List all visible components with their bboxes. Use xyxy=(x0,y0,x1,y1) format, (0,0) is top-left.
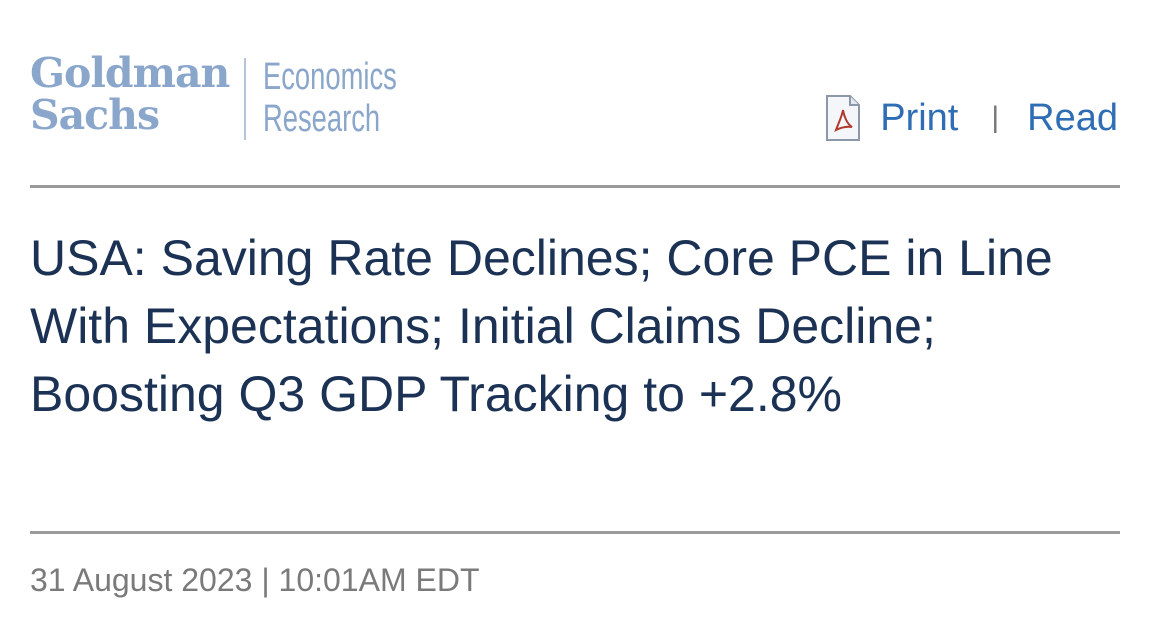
goldman-sachs-logo: Goldman Sachs xyxy=(30,49,230,139)
title-divider xyxy=(30,531,1120,534)
logo-unit-line1: Economics xyxy=(263,56,397,98)
read-link[interactable]: Read xyxy=(1027,97,1118,139)
logo-brand-line1: Goldman xyxy=(30,49,230,97)
report-actions: Print | Read xyxy=(824,88,1118,148)
link-separator: | xyxy=(991,101,1000,134)
logo-divider xyxy=(244,58,246,140)
article-title: USA: Saving Rate Declines; Core PCE in L… xyxy=(30,230,1053,422)
logo-unit-line2: Research xyxy=(263,98,381,140)
publish-dateline: 31 August 2023 | 10:01AM EDT xyxy=(30,562,480,598)
print-link[interactable]: Print xyxy=(880,97,959,139)
header-divider xyxy=(30,185,1120,188)
logo-brand-line2: Sachs xyxy=(30,91,160,139)
economics-research-label: Economics Research xyxy=(263,56,397,140)
report-header: Goldman Sachs Economics Research Print |… xyxy=(30,48,1120,148)
pdf-file-icon[interactable] xyxy=(824,94,862,142)
